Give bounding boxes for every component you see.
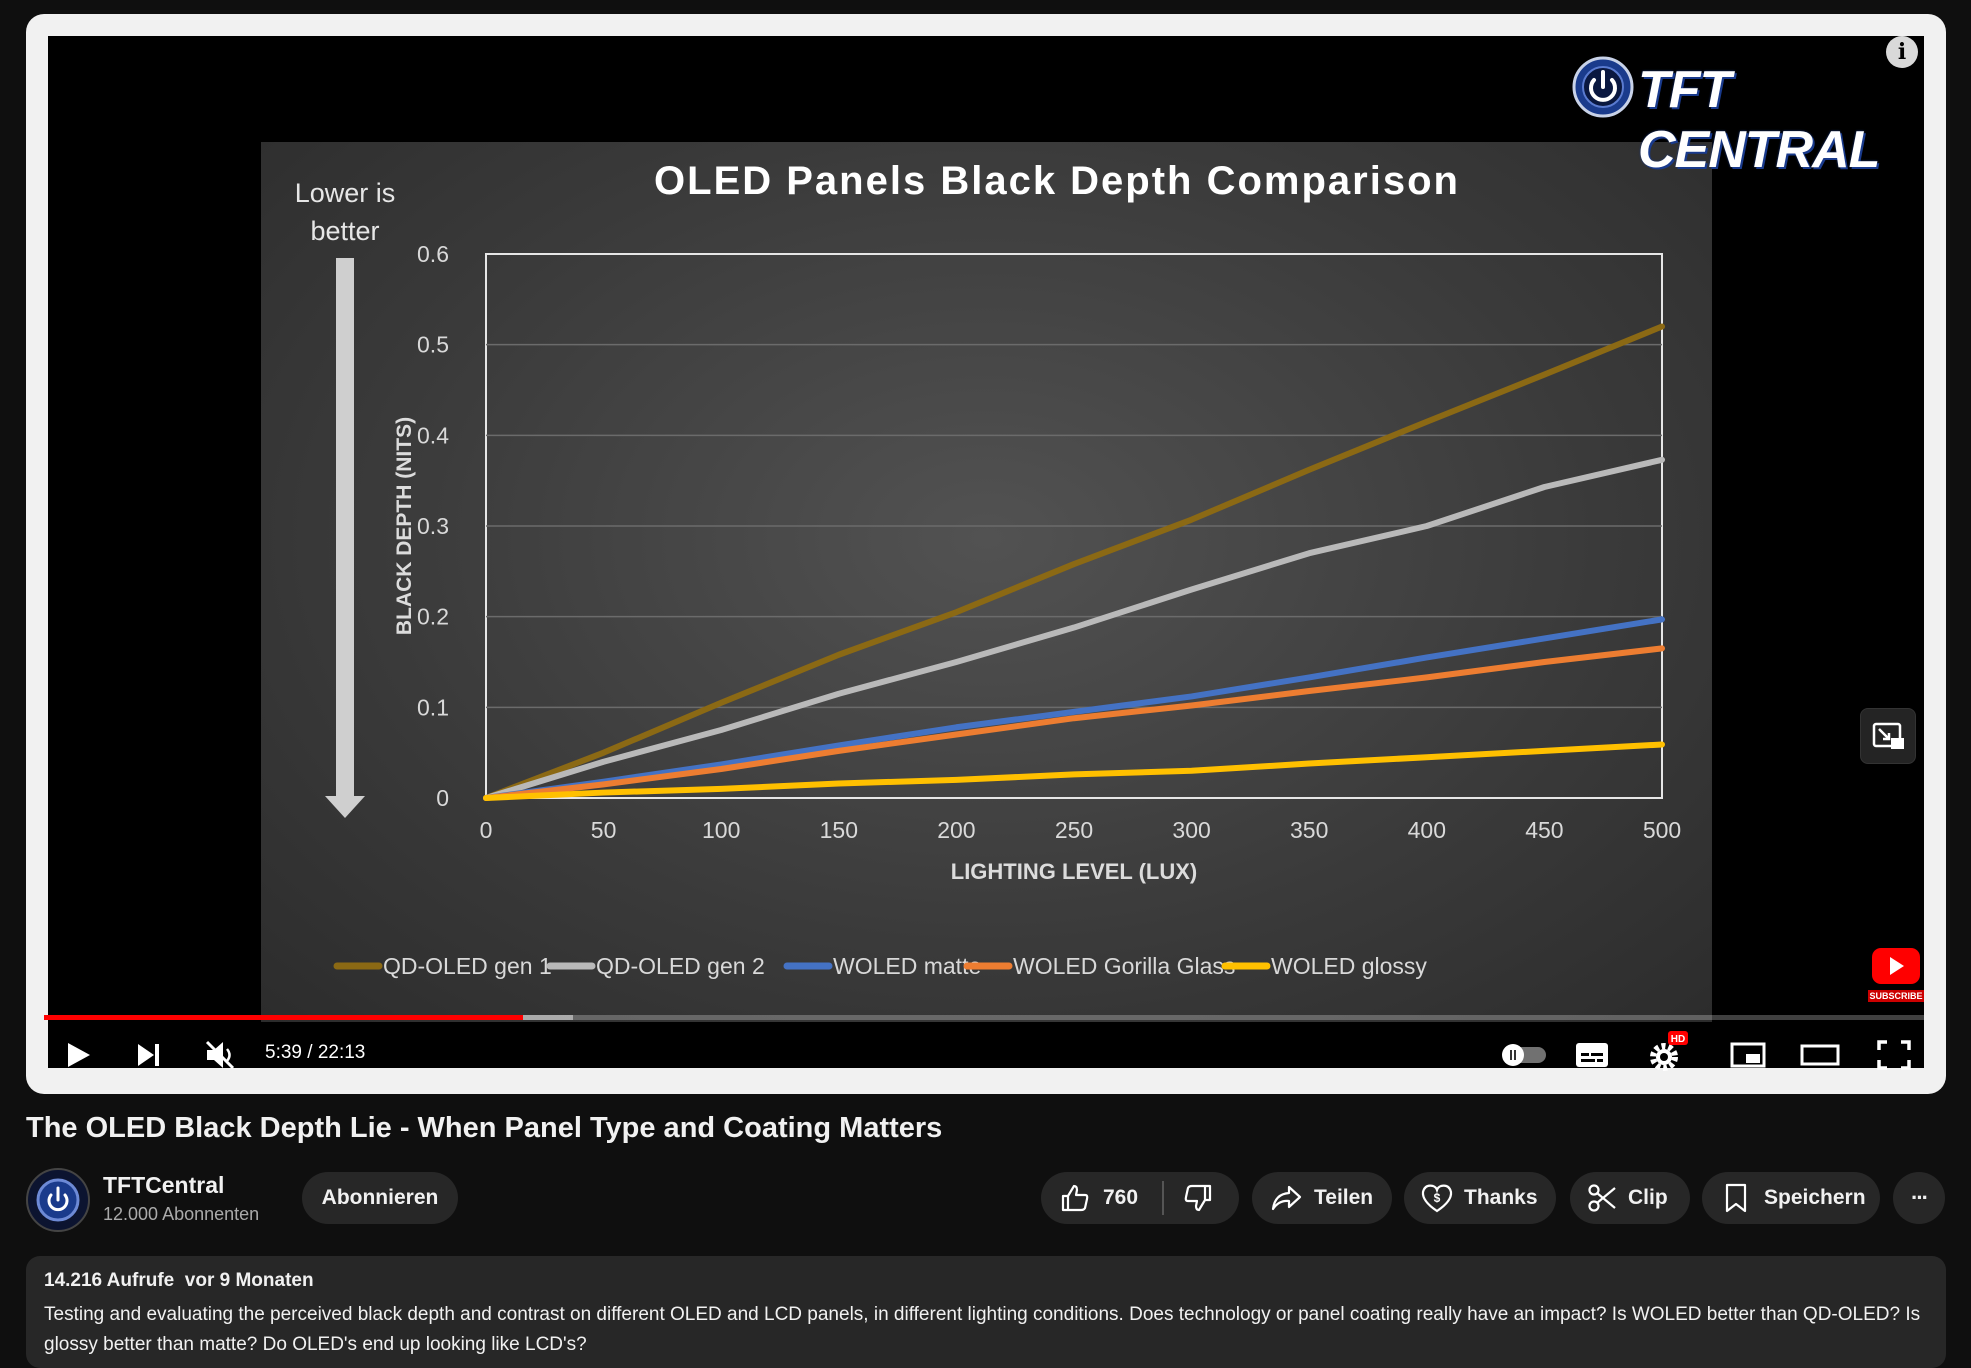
scissors-icon bbox=[1588, 1184, 1616, 1212]
x-tick-label: 500 bbox=[1643, 817, 1681, 843]
x-axis-label: LIGHTING LEVEL (LUX) bbox=[951, 859, 1197, 884]
progress-bar[interactable] bbox=[44, 1015, 1924, 1020]
bookmark-icon bbox=[1725, 1183, 1747, 1213]
x-tick-labels: 0 50 100 150 200 250 300 350 400 450 500 bbox=[480, 817, 1682, 843]
x-tick-label: 250 bbox=[1055, 817, 1093, 843]
share-icon bbox=[1271, 1185, 1302, 1211]
series-line bbox=[483, 645, 1665, 801]
down-arrow-shaft bbox=[336, 258, 354, 798]
y-tick-label: 0.6 bbox=[417, 241, 449, 267]
legend-label: QD-OLED gen 2 bbox=[596, 953, 765, 979]
next-icon[interactable] bbox=[132, 1030, 166, 1080]
side-note-line-2: better bbox=[310, 216, 379, 246]
x-tick-label: 150 bbox=[820, 817, 858, 843]
x-tick-label: 0 bbox=[480, 817, 493, 843]
chart-title: OLED Panels Black Depth Comparison bbox=[654, 159, 1460, 203]
legend-label: QD-OLED gen 1 bbox=[383, 953, 552, 979]
power-logo-icon bbox=[1572, 56, 1634, 118]
channel-avatar[interactable] bbox=[26, 1168, 90, 1232]
theater-icon[interactable] bbox=[1798, 1030, 1842, 1080]
y-tick-label: 0.1 bbox=[417, 694, 449, 720]
share-to-screen-icon[interactable] bbox=[1860, 708, 1916, 764]
legend: QD-OLED gen 1 QD-OLED gen 2 WOLED matte WOL… bbox=[333, 953, 1427, 979]
down-arrow-head bbox=[325, 796, 365, 818]
series-line bbox=[483, 323, 1665, 801]
clip-label: Clip bbox=[1628, 1186, 1668, 1209]
power-logo-icon bbox=[36, 1178, 80, 1222]
autoplay-toggle[interactable] bbox=[1500, 1030, 1550, 1080]
save-button[interactable]: Speichern bbox=[1702, 1172, 1880, 1224]
progress-played bbox=[44, 1015, 523, 1020]
subscribe-badge-text: SUBSCRIBE bbox=[1869, 991, 1922, 1001]
x-tick-label: 100 bbox=[702, 817, 740, 843]
thumbs-down-icon[interactable] bbox=[1182, 1182, 1214, 1214]
y-tick-label: 0.4 bbox=[417, 422, 449, 448]
save-label: Speichern bbox=[1764, 1186, 1866, 1209]
legend-label: WOLED matte bbox=[833, 953, 981, 979]
like-divider bbox=[1162, 1181, 1165, 1215]
settings-icon[interactable]: HD bbox=[1644, 1030, 1688, 1080]
legend-label: WOLED Gorilla Glass bbox=[1013, 953, 1235, 979]
like-count[interactable]: 760 bbox=[1103, 1186, 1139, 1209]
miniplayer-icon[interactable] bbox=[1728, 1030, 1768, 1080]
svg-text:$: $ bbox=[1434, 1191, 1441, 1205]
y-tick-label: 0.2 bbox=[417, 604, 449, 630]
mute-icon[interactable] bbox=[202, 1030, 240, 1080]
heart-dollar-icon: $ bbox=[1421, 1184, 1453, 1213]
video-title: The OLED Black Depth Lie - When Panel Ty… bbox=[26, 1112, 943, 1144]
play-icon[interactable] bbox=[62, 1030, 96, 1080]
more-actions-button[interactable]: ··· bbox=[1893, 1172, 1945, 1224]
chart: OLED Panels Black Depth Comparison Lower… bbox=[295, 159, 1682, 979]
video-player[interactable]: OLED Panels Black Depth Comparison Lower… bbox=[48, 36, 1924, 1068]
y-axis-label: BLACK DEPTH (NITS) bbox=[393, 417, 416, 635]
y-tick-label: 0.5 bbox=[417, 332, 449, 358]
series-lines bbox=[483, 323, 1665, 801]
y-tick-label: 0 bbox=[436, 785, 449, 811]
side-note-line-1: Lower is bbox=[295, 178, 396, 208]
clip-button[interactable]: Clip bbox=[1570, 1172, 1690, 1224]
x-tick-label: 50 bbox=[591, 817, 617, 843]
subscribe-label: Abonnieren bbox=[321, 1186, 439, 1209]
x-tick-label: 400 bbox=[1408, 817, 1446, 843]
channel-name[interactable]: TFTCentral bbox=[103, 1172, 225, 1198]
x-tick-label: 350 bbox=[1290, 817, 1328, 843]
thanks-label: Thanks bbox=[1464, 1186, 1538, 1209]
series-line bbox=[483, 741, 1665, 801]
time-display: 5:39 / 22:13 bbox=[265, 1042, 366, 1063]
subscribe-watermark[interactable]: SUBSCRIBE bbox=[1868, 946, 1924, 1002]
y-tick-labels: 0 0.1 0.2 0.3 0.4 0.5 0.6 bbox=[417, 241, 449, 811]
x-tick-label: 450 bbox=[1525, 817, 1563, 843]
description-box[interactable]: 14.216 Aufrufe vor 9 Monaten Testing and… bbox=[26, 1256, 1946, 1368]
share-label: Teilen bbox=[1314, 1186, 1374, 1209]
grid-lines bbox=[486, 343, 1662, 709]
more-icon: ··· bbox=[1911, 1185, 1929, 1210]
thanks-button[interactable]: $ Thanks bbox=[1404, 1172, 1556, 1224]
info-icon[interactable]: i bbox=[1886, 36, 1918, 68]
view-count-date: 14.216 Aufrufe vor 9 Monaten bbox=[44, 1270, 314, 1291]
y-tick-label: 0.3 bbox=[417, 513, 449, 539]
channel-watermark-logo: TFT CENTRAL bbox=[1572, 56, 1912, 179]
subtitles-icon[interactable] bbox=[1572, 1030, 1612, 1080]
fullscreen-icon[interactable] bbox=[1874, 1030, 1914, 1080]
player-controls: 5:39 / 22:13 HD bbox=[44, 1030, 1924, 1080]
like-dislike-group: 760 bbox=[1041, 1172, 1239, 1224]
series-line bbox=[483, 616, 1665, 801]
description-text: Testing and evaluating the perceived bla… bbox=[44, 1304, 1921, 1355]
x-tick-label: 300 bbox=[1172, 817, 1210, 843]
share-button[interactable]: Teilen bbox=[1252, 1172, 1392, 1224]
x-tick-label: 200 bbox=[937, 817, 975, 843]
series-line bbox=[483, 456, 1665, 801]
subscriber-count: 12.000 Abonnenten bbox=[103, 1204, 260, 1224]
logo-text: TFT CENTRAL bbox=[1638, 61, 1880, 179]
chart-panel: OLED Panels Black Depth Comparison Lower… bbox=[261, 142, 1712, 1022]
hd-badge: HD bbox=[1671, 1034, 1685, 1045]
legend-label: WOLED glossy bbox=[1271, 953, 1427, 979]
thumbs-up-icon[interactable] bbox=[1059, 1182, 1091, 1214]
subscribe-button[interactable]: Abonnieren bbox=[302, 1172, 458, 1224]
